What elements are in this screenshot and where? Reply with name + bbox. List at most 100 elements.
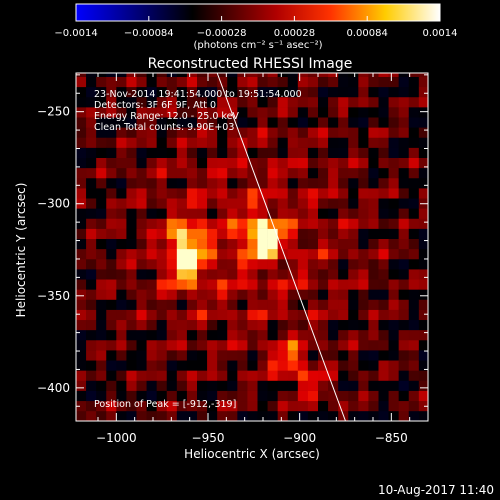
- heatmap-cell: [156, 339, 168, 351]
- heatmap-cell: [106, 208, 117, 219]
- heatmap-cell: [358, 380, 369, 391]
- heatmap-cell: [136, 248, 147, 260]
- heatmap-cell: [116, 380, 127, 391]
- heatmap-cell: [106, 410, 117, 421]
- heatmap-cell: [197, 228, 208, 240]
- heatmap-cell: [408, 390, 420, 402]
- heatmap-cell: [136, 167, 147, 179]
- heatmap-cell: [76, 238, 87, 250]
- y-tick-label: −250: [37, 105, 70, 119]
- heatmap-cell: [197, 289, 208, 300]
- heatmap-cell: [328, 410, 339, 421]
- heatmap-cell: [106, 198, 117, 209]
- heatmap-cell: [116, 188, 127, 199]
- x-tick-label: −900: [283, 431, 316, 445]
- heatmap-cell: [96, 269, 107, 280]
- heatmap-cell: [156, 269, 168, 280]
- heatmap-cell: [156, 279, 168, 290]
- heatmap-cell: [116, 177, 127, 189]
- heatmap-cell: [338, 73, 349, 77]
- heatmap-cell: [126, 299, 137, 310]
- heatmap-cell: [217, 157, 228, 169]
- heatmap-cell: [277, 390, 289, 402]
- heatmap-cell: [348, 370, 359, 381]
- heatmap-cell: [227, 400, 238, 412]
- heatmap-cell: [348, 188, 359, 199]
- heatmap-cell: [237, 73, 248, 77]
- heatmap-cell: [297, 86, 309, 98]
- heatmap-cell: [106, 137, 117, 148]
- heatmap-cell: [257, 329, 268, 341]
- heatmap-cell: [408, 350, 420, 361]
- heatmap-cell: [318, 319, 329, 331]
- heatmap-cell: [76, 107, 87, 118]
- heatmap-cell: [176, 339, 188, 351]
- heatmap-cell: [126, 96, 137, 108]
- heatmap-cell: [267, 96, 278, 108]
- heatmap-cell: [76, 299, 87, 310]
- heatmap-cell: [227, 390, 238, 402]
- heatmap-cell: [388, 289, 399, 300]
- heatmap-cell: [287, 410, 299, 421]
- heatmap-cell: [227, 86, 238, 98]
- heatmap-cell: [197, 370, 208, 381]
- heatmap-cell: [408, 117, 420, 128]
- heatmap-cell: [338, 218, 349, 229]
- heatmap-cell: [197, 86, 208, 98]
- heatmap-cell: [146, 248, 157, 260]
- heatmap-cell: [358, 279, 369, 290]
- heatmap-cell: [166, 73, 178, 77]
- heatmap-cell: [378, 76, 389, 88]
- heatmap-cell: [126, 360, 137, 371]
- heatmap-cell: [207, 137, 218, 148]
- heatmap-cell: [186, 157, 198, 169]
- heatmap-cell: [237, 188, 248, 199]
- heatmap-cell: [237, 147, 248, 158]
- heatmap-cell: [96, 350, 107, 361]
- heatmap-cell: [217, 218, 228, 229]
- heatmap-cell: [318, 218, 329, 229]
- heatmap-cell: [227, 269, 238, 280]
- heatmap-cell: [227, 218, 238, 229]
- heatmap-cell: [348, 279, 359, 290]
- heatmap-cell: [106, 86, 117, 98]
- heatmap-cell: [96, 107, 107, 118]
- heatmap-cell: [237, 238, 248, 250]
- heatmap-cell: [96, 208, 107, 219]
- heatmap-cell: [378, 289, 389, 300]
- heatmap-cell: [297, 238, 309, 250]
- heatmap-cell: [338, 279, 349, 290]
- heatmap-cell: [116, 329, 127, 341]
- heatmap-cell: [96, 299, 107, 310]
- heatmap-cell: [86, 279, 97, 290]
- heatmap-cell: [197, 350, 208, 361]
- x-tick-label: −1000: [96, 431, 137, 445]
- heatmap-cell: [146, 228, 157, 240]
- heatmap-cell: [348, 198, 359, 209]
- heatmap-cell: [86, 410, 97, 421]
- heatmap-cell: [217, 370, 228, 381]
- heatmap-cell: [197, 147, 208, 158]
- heatmap-cell: [307, 157, 319, 169]
- heatmap-cell: [348, 329, 359, 341]
- heatmap-cell: [368, 370, 379, 381]
- heatmap-cell: [156, 258, 168, 270]
- heatmap-cell: [76, 73, 87, 77]
- y-tick-label: −400: [37, 381, 70, 395]
- heatmap-cell: [116, 410, 127, 421]
- heatmap-cell: [338, 177, 349, 189]
- heatmap-cell: [328, 380, 339, 391]
- heatmap-cell: [287, 400, 299, 412]
- heatmap-cell: [358, 73, 369, 77]
- heatmap-cell: [197, 339, 208, 351]
- heatmap-cell: [388, 258, 399, 270]
- heatmap-cell: [328, 198, 339, 209]
- heatmap-cell: [126, 248, 137, 260]
- heatmap-cell: [227, 228, 238, 240]
- heatmap-cell: [176, 299, 188, 310]
- heatmap-cell: [307, 410, 319, 421]
- heatmap-cell: [398, 96, 410, 108]
- heatmap-cell: [106, 329, 117, 341]
- heatmap-cell: [297, 329, 309, 341]
- heatmap-cell: [207, 269, 218, 280]
